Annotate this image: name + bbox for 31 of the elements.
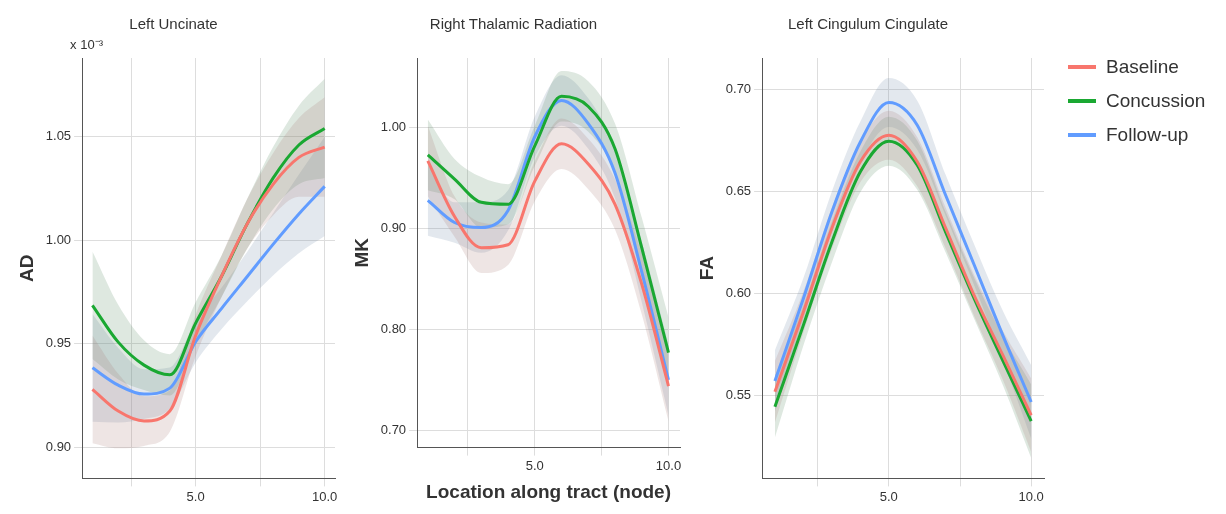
x-tick-label: 5.0 [186, 488, 205, 504]
y-tick-label: 1.00 [45, 231, 72, 247]
y-axis-title: AD [15, 254, 37, 282]
y-tick-label: 0.90 [45, 438, 72, 454]
legend-label: Baseline [1106, 56, 1179, 78]
y-tick-label: 1.05 [45, 128, 72, 144]
legend-label: Follow-up [1106, 124, 1189, 146]
x-tick-label: 10.0 [1018, 488, 1044, 504]
x-axis-title: Location along tract (node) [426, 480, 671, 502]
text: x 10⁻³ [70, 37, 104, 53]
x-tick-label: 5.0 [525, 457, 544, 473]
chart-title: Left Uncinate [129, 15, 218, 33]
line-series [426, 142, 670, 388]
y-tick-label: 0.55 [725, 387, 752, 403]
chart-title: Left Cingulum Cingulate [787, 15, 949, 33]
chart-title: Right Thalamic Radiation [429, 15, 598, 33]
y-tick-label: 0.80 [380, 321, 407, 337]
y-tick-label: 0.90 [380, 220, 407, 236]
y-tick-label: 1.00 [380, 119, 407, 135]
y-tick-label: 0.65 [725, 183, 752, 199]
x-tick-label: 10.0 [655, 457, 682, 473]
x-tick-label: 10.0 [312, 488, 338, 504]
y-axis-title: FA [695, 255, 717, 281]
y-tick-label: 0.70 [380, 422, 407, 438]
x-tick-label: 5.0 [879, 488, 898, 504]
legend-label: Concussion [1106, 90, 1206, 112]
y-tick-label: 0.70 [725, 80, 752, 96]
y-tick-label: 0.95 [45, 335, 72, 351]
y-axis-title: MK [350, 237, 372, 268]
line-series [90, 184, 327, 396]
y-tick-label: 0.60 [725, 285, 752, 301]
